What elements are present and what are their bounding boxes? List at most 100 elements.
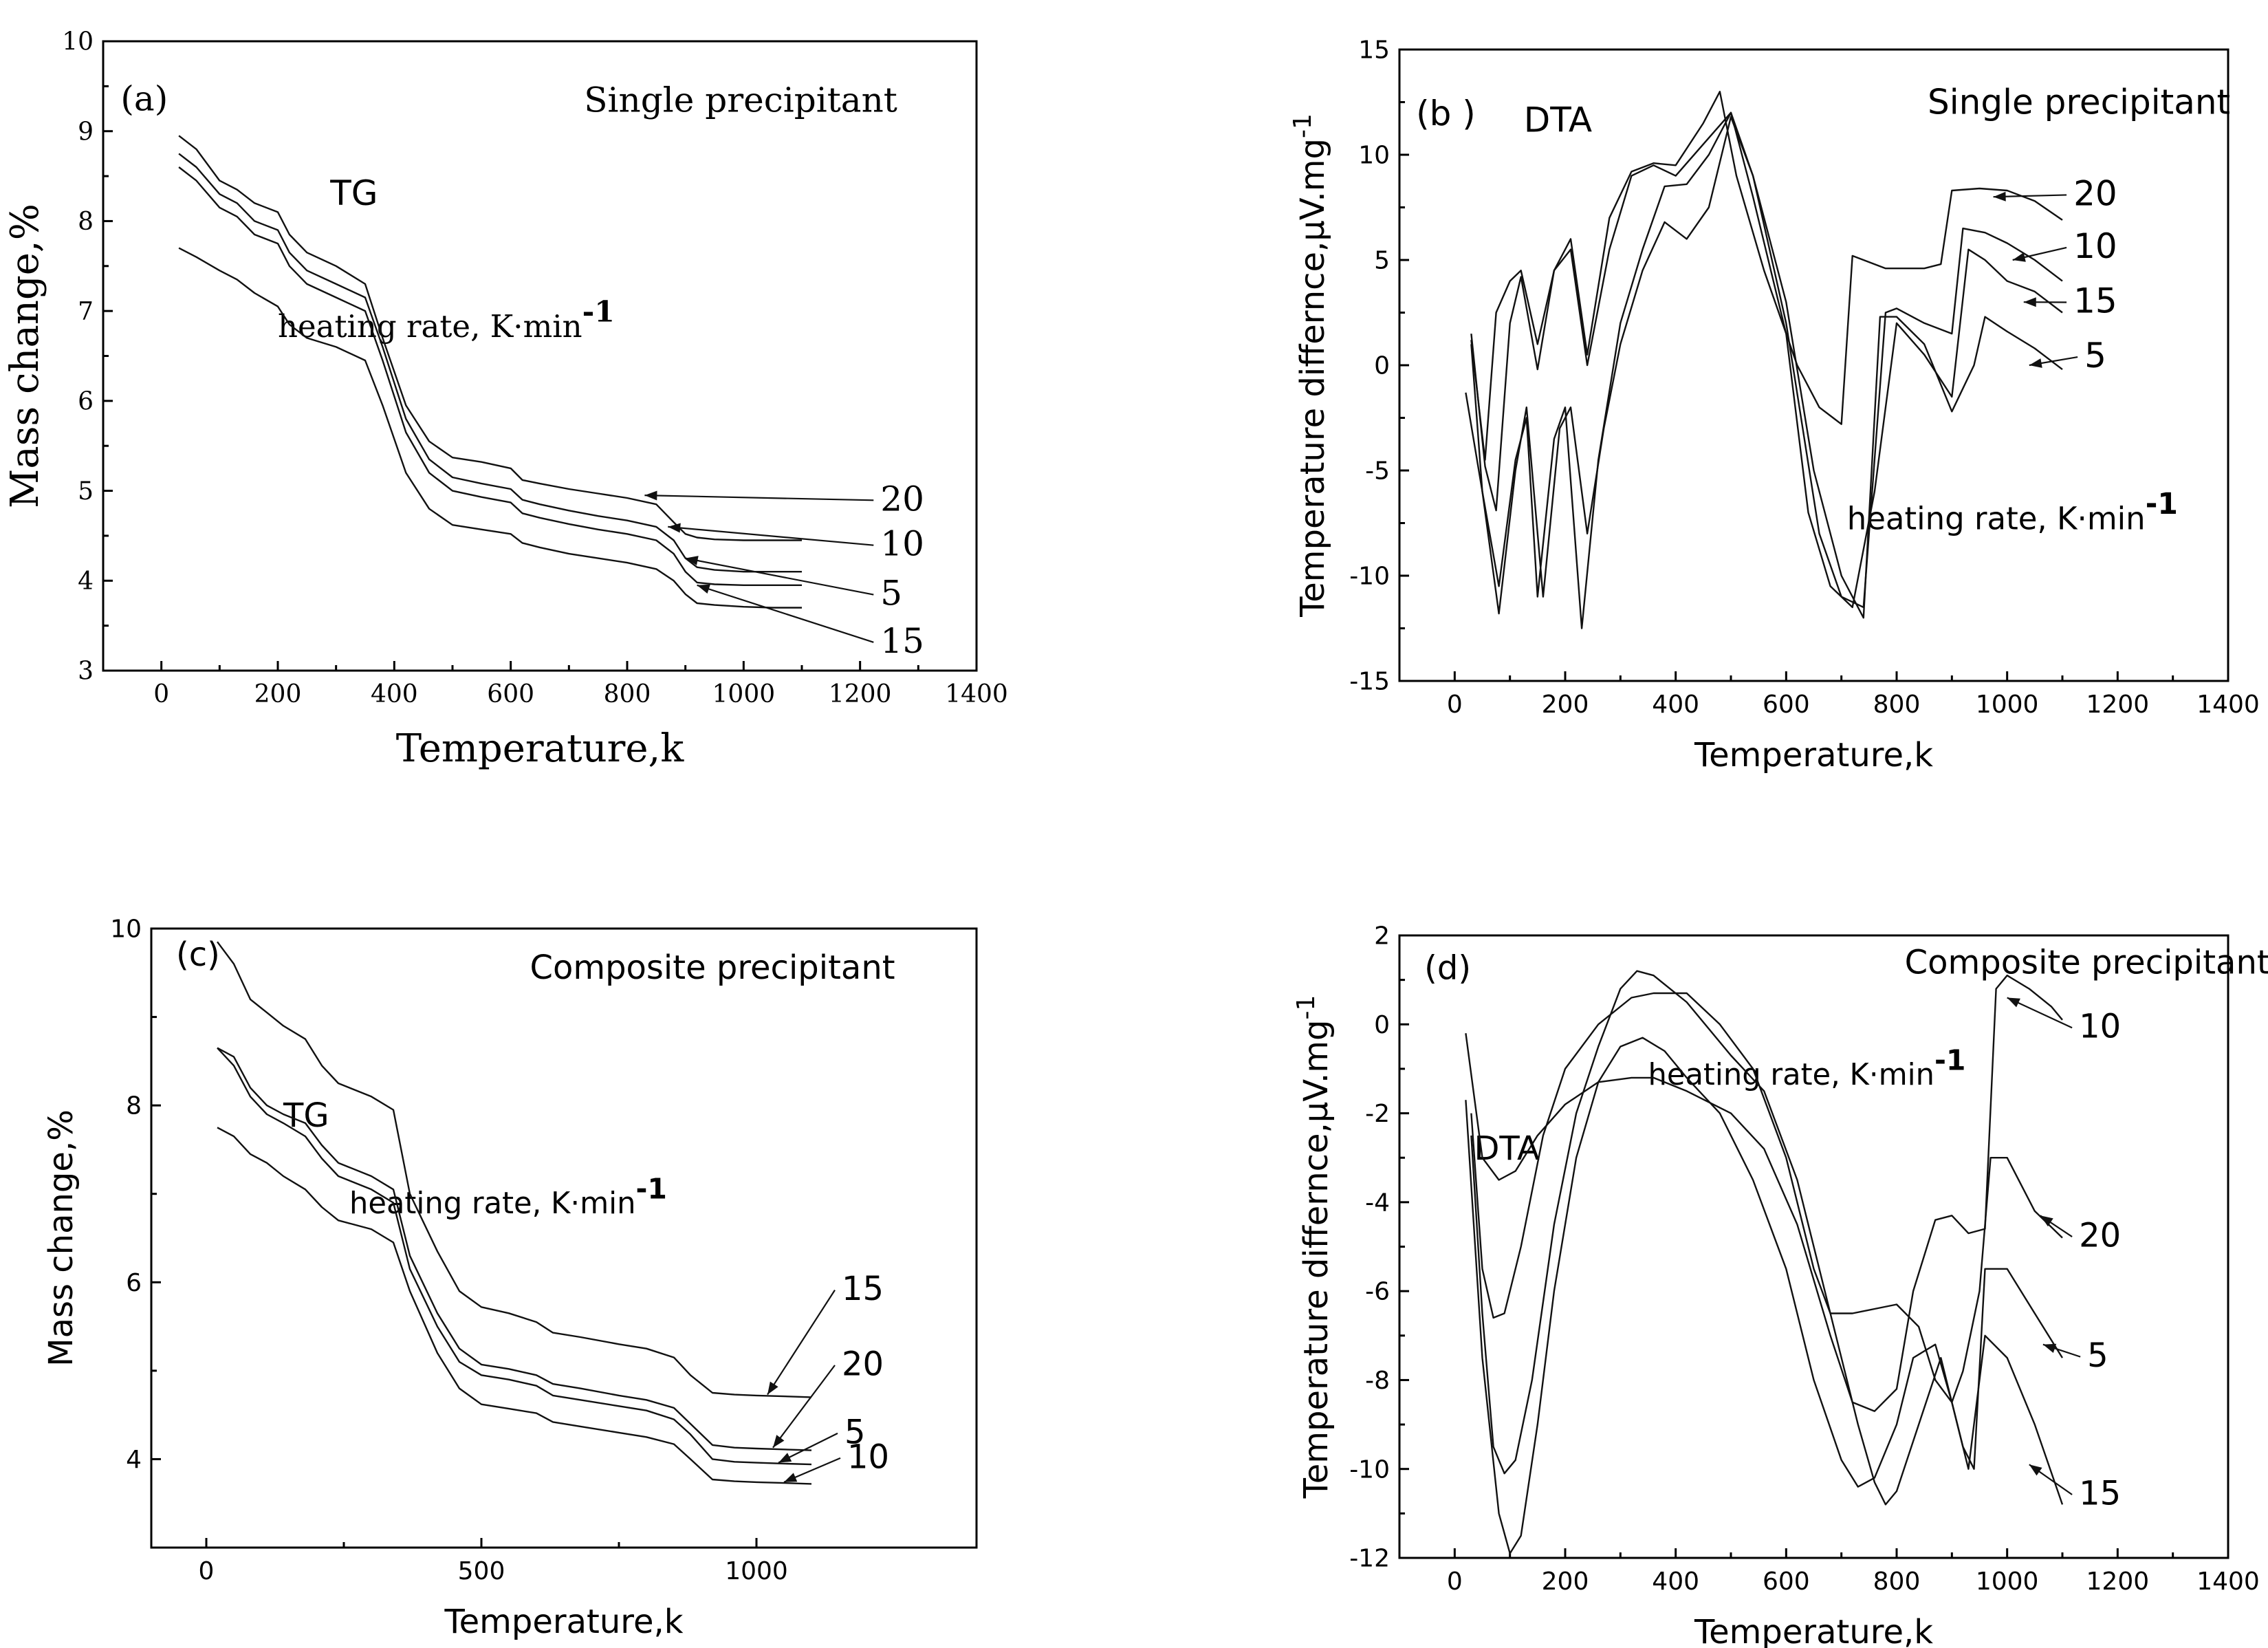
x-tick-label: 800 [1873,1568,1921,1596]
panel-label: (c) [176,935,220,974]
heating-rate-annotation-text: heating rate, K·min [1648,1058,1935,1092]
y-tick-label: 5 [1374,247,1390,275]
x-tick-label: 0 [1447,1568,1463,1596]
rate-label-arrowhead [644,490,657,501]
rate-label-arrowhead [778,1453,792,1463]
panel-title: Single precipitant [1928,82,2230,122]
y-axis-label-text: Mass change,% [3,204,47,508]
rate-label: 15 [842,1270,884,1308]
panel-c-tg-composite: 0 500 1000 4 6 8 10 Temperature,k Mass change,% (… [42,915,978,1641]
series-line-10 [178,153,802,573]
x-tick-label: 400 [1652,1568,1699,1596]
series-line-5 [1465,116,2063,619]
series-line-20 [1470,992,2063,1403]
x-tick-label: 1000 [725,1557,788,1585]
rate-label-leader [697,584,874,643]
panel-d-dta-composite: 0 200 400 600 800 1000 1200 1400-12-10-8-6-4-20… [1292,922,2268,1648]
x-tick-label: 600 [1763,1568,1810,1596]
series-line-15 [1465,1037,2064,1554]
curve-type-label: TG [329,173,378,213]
x-tick-label: 200 [1542,1568,1589,1596]
rate-label-arrowhead [2012,252,2026,262]
rate-label-leader [767,1290,836,1396]
x-tick-label: 0 [153,680,169,708]
heating-rate-annotation-superscript: -1 [1934,1044,1965,1077]
x-tick-label: 1000 [712,680,776,708]
rate-label-arrowhead [2029,1464,2042,1476]
rate-label-arrowhead [668,523,681,533]
rate-label: 5 [2084,336,2106,376]
x-tick-label: 200 [254,680,302,708]
panel-label: (b ) [1416,94,1476,133]
rate-label: 10 [847,1438,889,1476]
y-tick-label: -4 [1365,1189,1390,1217]
y-axis-label-text: Mass change,% [42,1109,80,1367]
y-tick-label: 0 [1374,1011,1390,1039]
x-tick-label: 0 [1447,691,1463,719]
y-tick-label: -10 [1349,1455,1390,1484]
rate-label-leader [685,557,874,596]
y-tick-label: 8 [126,1092,142,1120]
x-tick-label: 800 [604,680,651,708]
curve-type-label: DTA [1524,100,1592,140]
x-tick-label: 0 [199,1557,215,1585]
heating-rate-annotation-text: heating rate, K·min [1847,501,2146,537]
rate-label: 20 [2079,1217,2121,1255]
x-tick-label: 1400 [2196,691,2260,719]
rate-label-leader [668,525,874,546]
rate-label: 5 [880,574,902,614]
rate-label: 15 [2079,1474,2121,1513]
rate-label: 15 [2073,281,2117,321]
rate-label: 15 [880,621,924,661]
rate-label-arrowhead [2023,297,2036,307]
y-tick-label: -12 [1349,1545,1390,1573]
x-tick-label: 600 [487,680,534,708]
x-tick-label: 800 [1873,691,1921,719]
series-line-20 [1470,91,2063,461]
series-line-15 [178,247,802,609]
x-tick-label: 1200 [2086,691,2150,719]
heating-rate-annotation: heating rate, K·min-1 [278,295,615,345]
y-tick-label: -15 [1349,668,1390,696]
y-tick-label: -6 [1365,1278,1390,1306]
heating-rate-annotation-superscript: -1 [2146,488,2178,521]
panel-label: (d) [1424,948,1471,987]
x-tick-label: 400 [371,680,418,708]
x-tick-label: 1000 [1976,1568,2039,1596]
y-axis-label: Temperature differnce,μV.mg-1 [1289,113,1332,618]
rate-label-arrowhead [784,1473,798,1482]
y-axis-label-superscript: -1 [1289,113,1317,138]
curve-type-label: TG [283,1096,329,1135]
series-line-15 [217,941,812,1398]
rate-label: 10 [880,524,924,564]
heating-rate-annotation-text: heating rate, K·min [278,308,582,345]
x-tick-label: 500 [458,1557,505,1585]
rate-label: 20 [880,479,924,519]
x-tick-label: 1400 [945,680,1008,708]
rate-label-arrowhead [2029,358,2042,368]
rate-label: 5 [844,1413,866,1451]
y-axis-label: Temperature differnce,μV.mg-1 [1292,995,1335,1499]
rate-label: 10 [2079,1008,2121,1046]
rate-label-arrowhead [697,584,710,594]
panel-title: Composite precipitant [530,948,895,987]
y-tick-label: 8 [78,208,94,236]
y-tick-label: -10 [1349,563,1390,591]
y-tick-label: 10 [1358,142,1390,170]
x-axis-label: Temperature,k [396,726,685,771]
series-line-20 [178,135,802,541]
series-line-5 [178,166,802,586]
series-line-5 [217,1047,812,1466]
heating-rate-annotation-text: heating rate, K·min [349,1186,636,1221]
heating-rate-annotation: heating rate, K·min-1 [1847,488,2178,537]
y-tick-label: 0 [1374,352,1390,380]
rate-label: 10 [2073,226,2117,266]
rate-label-leader [644,495,874,501]
rate-label: 5 [2087,1336,2108,1375]
y-axis-label-text: Temperature differnce,μV.mg [1294,138,1332,618]
y-tick-label: 4 [78,567,94,596]
rate-label-arrowhead [1993,191,2006,202]
y-tick-label: 7 [78,298,94,326]
